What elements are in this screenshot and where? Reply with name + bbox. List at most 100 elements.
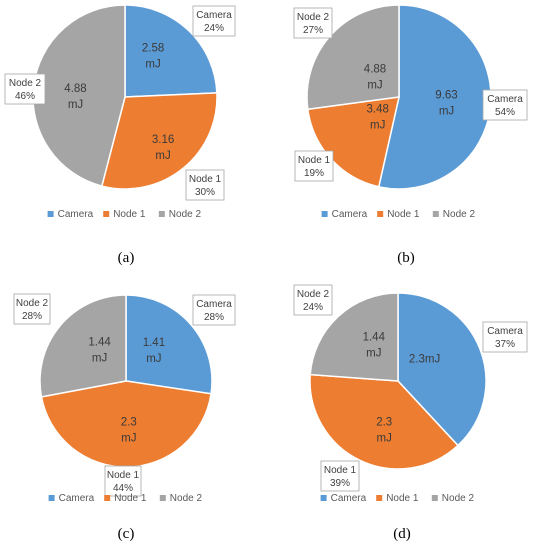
callout-box	[13, 293, 51, 325]
callout-percent: 30%	[195, 187, 215, 198]
legend-swatch	[48, 495, 55, 501]
pie-slice-node-1	[100, 92, 218, 190]
panel-label: (c)	[118, 526, 135, 542]
legend-swatch	[159, 495, 166, 501]
callout-box	[4, 73, 46, 105]
legend-label: Camera	[332, 209, 368, 220]
slice-value-label: 3.16	[152, 134, 174, 146]
callout-name: Node 1	[189, 174, 222, 185]
legend-label: Camera	[59, 493, 95, 504]
panel-label: (b)	[397, 250, 415, 266]
slice-unit-label: mJ	[121, 433, 136, 445]
pie-chart-2: 9.63 mJ Camera 54% 3.48 mJ Node 1 19% 4.88 mJ Node…	[293, 4, 528, 266]
legend-swatch	[320, 495, 327, 501]
legend: Camera Node 1 Node 2	[320, 493, 475, 504]
slice-unit-label: mJ	[377, 432, 392, 444]
callout-percent: 28%	[204, 312, 224, 323]
slice-value-label: 1.44	[363, 332, 386, 344]
callout-percent: 19%	[304, 168, 324, 179]
callout-box	[293, 284, 333, 316]
slice-value-label: 1.44	[88, 337, 111, 349]
callout-percent: 27%	[303, 25, 323, 36]
slice-value-label: 4.88	[364, 64, 386, 76]
slice-value-label: 3.48	[367, 103, 389, 115]
pie-slice-camera	[125, 294, 213, 395]
callout-box	[104, 465, 142, 497]
callout-box	[482, 321, 528, 353]
legend-label: Node 2	[443, 209, 476, 220]
callout-name: Camera	[196, 10, 232, 21]
legend-label: Node 2	[442, 493, 475, 504]
legend-label: Node 1	[114, 493, 147, 504]
callout-name: Node 1	[324, 465, 357, 476]
slice-unit-label: mJ	[367, 80, 382, 92]
pie-slice-node-2	[309, 292, 399, 382]
pie-slice-camera	[397, 292, 487, 447]
callout-box	[294, 150, 334, 182]
callout-box	[293, 7, 333, 39]
slice-unit-label: mJ	[145, 58, 160, 70]
callout-name: Node 2	[16, 298, 49, 309]
callout-name: Node 1	[107, 470, 140, 481]
callout-name: Node 2	[297, 289, 330, 300]
slice-unit-label: mJ	[155, 150, 170, 162]
legend-swatch	[377, 211, 384, 217]
legend-swatch	[47, 211, 54, 217]
callout-name: Node 2	[297, 12, 330, 23]
legend-swatch	[376, 495, 383, 501]
slice-unit-label: mJ	[92, 353, 107, 365]
callout-box	[185, 169, 225, 201]
callout-name: Node 1	[298, 155, 331, 166]
callout-percent: 44%	[113, 483, 133, 494]
callout-name: Node 2	[9, 78, 42, 89]
slice-unit-label: mJ	[68, 99, 83, 111]
pie-chart-1: 2.58 mJ Camera 24% 3.16 mJ Node 1 30% 4.88 mJ Node…	[4, 4, 236, 266]
callout-percent: 46%	[15, 91, 35, 102]
legend-swatch	[158, 211, 165, 217]
slice-value-label: 2.3	[121, 417, 137, 429]
callout-percent: 28%	[22, 311, 42, 322]
slice-unit-label: mJ	[370, 119, 385, 131]
legend-swatch	[321, 211, 328, 217]
callout-percent: 39%	[330, 478, 350, 489]
callout-box	[482, 89, 528, 121]
callout-name: Camera	[487, 326, 523, 337]
callout-percent: 24%	[303, 302, 323, 313]
legend-swatch	[431, 495, 438, 501]
pie-slice-node-2	[39, 294, 127, 398]
legend: Camera Node 1 Node 2	[321, 209, 476, 220]
legend-label: Node 1	[386, 493, 419, 504]
legend-label: Node 1	[387, 209, 420, 220]
legend-label: Camera	[331, 493, 367, 504]
callout-box	[320, 460, 360, 492]
callout-name: Camera	[196, 299, 232, 310]
legend-label: Node 2	[169, 209, 202, 220]
callout-percent: 37%	[495, 339, 515, 350]
callout-box	[192, 294, 236, 326]
slice-value-label: 4.88	[64, 83, 86, 95]
legend-label: Camera	[58, 209, 94, 220]
legend-swatch	[432, 211, 439, 217]
legend: Camera Node 1 Node 2	[48, 493, 202, 504]
slice-unit-label: mJ	[439, 105, 454, 117]
slice-value-label: 1.41	[143, 337, 165, 349]
slice-unit-label: mJ	[366, 348, 381, 360]
slice-value-label: 2.58	[142, 42, 164, 54]
slice-value-label: 2.3mJ	[409, 353, 440, 365]
callout-percent: 54%	[495, 107, 515, 118]
slice-value-label: 2.3	[376, 416, 392, 428]
pie-slice-node-1	[309, 373, 459, 470]
legend-swatch	[104, 495, 111, 501]
pie-slice-camera	[124, 4, 218, 98]
callout-box	[192, 5, 236, 37]
legend: Camera Node 1 Node 2	[47, 209, 202, 220]
panel-label: (a)	[118, 250, 135, 266]
callout-percent: 24%	[204, 23, 224, 34]
slice-value-label: 9.63	[435, 89, 457, 101]
legend-label: Node 1	[113, 209, 146, 220]
legend-swatch	[103, 211, 110, 217]
slice-unit-label: mJ	[146, 353, 161, 365]
